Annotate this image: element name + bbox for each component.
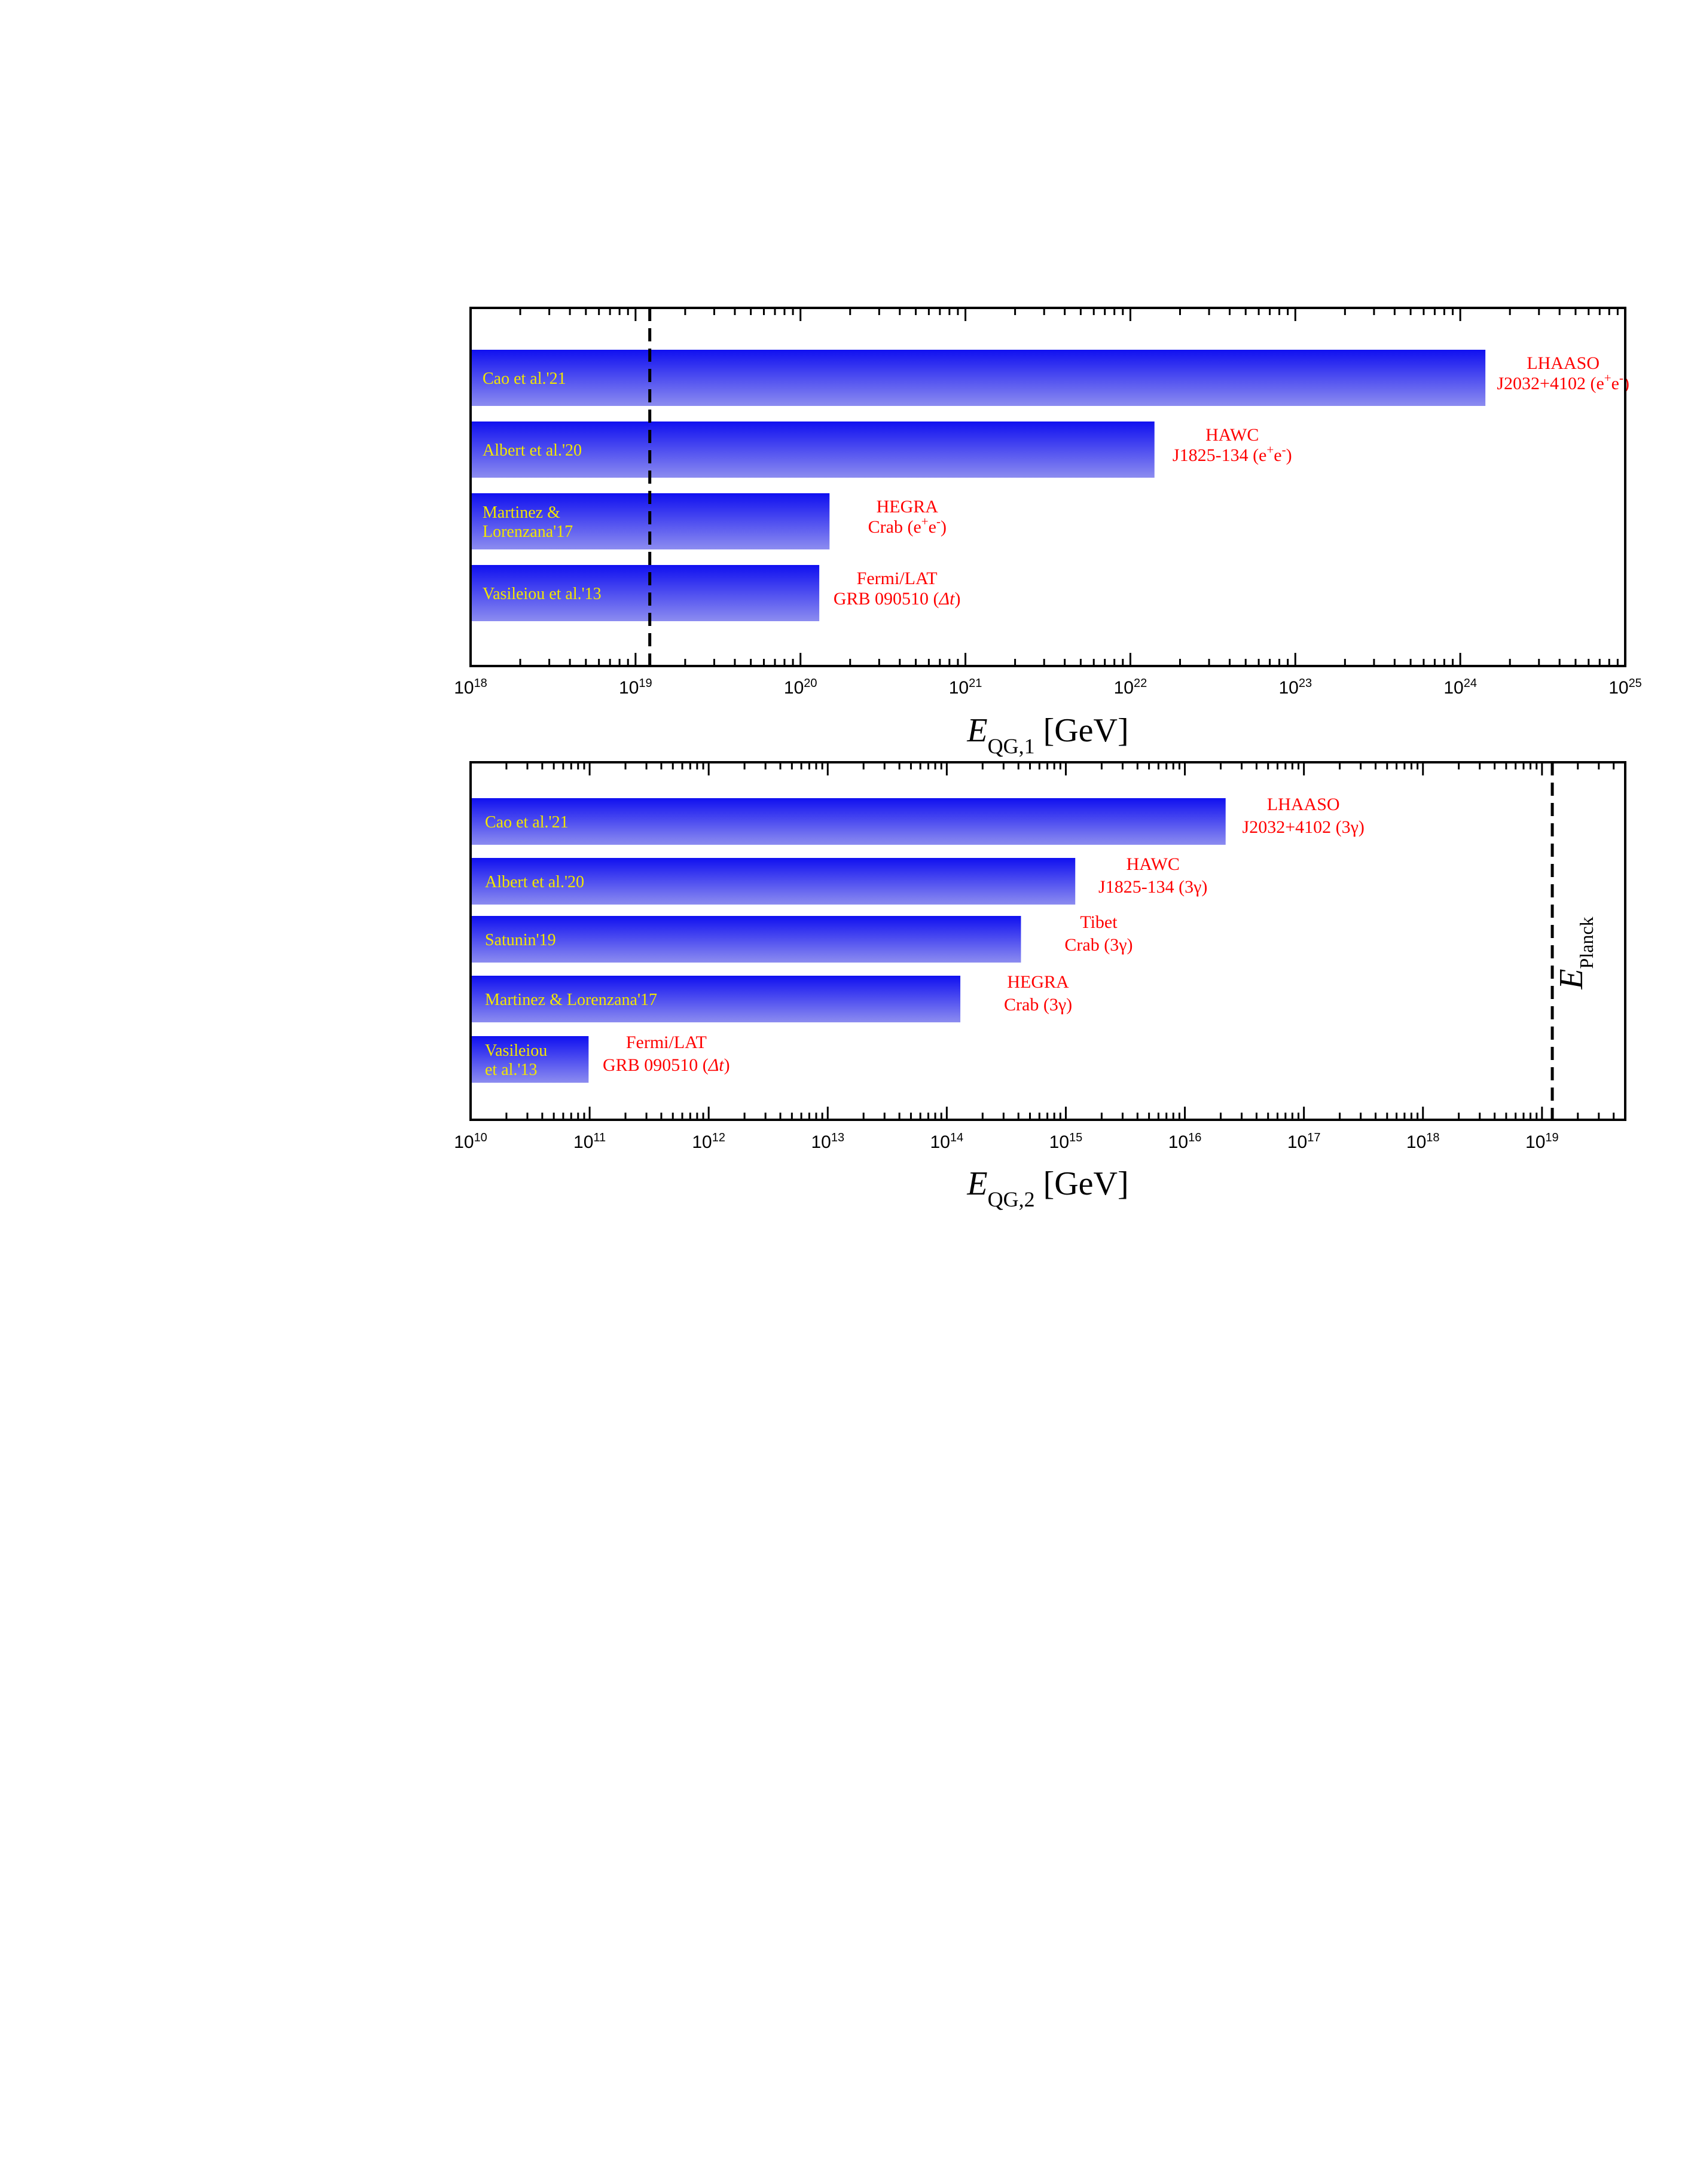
- x-axis-title: EQG,2 [GeV]: [966, 1165, 1128, 1211]
- x-tick-label: 1024: [1443, 677, 1477, 698]
- x-tick-label: 1013: [811, 1131, 844, 1152]
- x-axis-title: EQG,1 [GeV]: [966, 712, 1128, 758]
- x-tick-label: 1017: [1287, 1131, 1321, 1152]
- experiment-label: Tibet: [1080, 912, 1118, 932]
- experiment-label: HEGRA: [877, 497, 939, 517]
- bar-label: Cao et al.'21: [485, 813, 569, 832]
- bar: [471, 976, 961, 1022]
- x-tick-label: 1019: [1525, 1131, 1559, 1152]
- bar-label: Albert et al.'20: [483, 441, 582, 460]
- bar: [471, 565, 820, 621]
- x-tick-label: 1019: [619, 677, 652, 698]
- x-tick-label: 1015: [1049, 1131, 1083, 1152]
- experiment-label: Fermi/LAT: [626, 1033, 707, 1052]
- bar: [471, 916, 1021, 963]
- experiment-label: HAWC: [1205, 425, 1259, 445]
- planck-label: EPlanck: [1553, 917, 1597, 989]
- bar-label: Satunin'19: [485, 931, 556, 949]
- bar-label: et al.'13: [485, 1061, 537, 1079]
- bar: [471, 858, 1076, 905]
- bar: [471, 421, 1155, 478]
- plot-frame: [469, 307, 1626, 667]
- bar-label: Martinez &: [483, 503, 560, 522]
- x-tick-label: 1023: [1278, 677, 1312, 698]
- bar-label: Cao et al.'21: [483, 369, 566, 388]
- bar: [471, 798, 1226, 845]
- experiment-label: Crab (3γ): [1004, 995, 1072, 1015]
- experiment-label: Crab (e+e-): [868, 514, 947, 537]
- bar-label: Albert et al.'20: [485, 873, 584, 891]
- bar: [471, 1036, 589, 1083]
- experiment-label: HEGRA: [1007, 972, 1069, 992]
- experiment-label: J2032+4102 (3γ): [1243, 817, 1365, 837]
- x-tick-label: 1016: [1168, 1131, 1202, 1152]
- bar-label: Vasileiou: [485, 1041, 547, 1060]
- x-tick-label: 1021: [949, 677, 982, 698]
- x-tick-label: 1018: [454, 677, 487, 698]
- x-tick-label: 1020: [784, 677, 817, 698]
- experiment-label: LHAASO: [1267, 795, 1340, 814]
- experiment-label: J2032+4102 (e+e-): [1497, 371, 1629, 393]
- x-tick-label: 1012: [692, 1131, 725, 1152]
- x-tick-label: 1014: [930, 1131, 964, 1152]
- x-tick-label: 1025: [1608, 677, 1642, 698]
- experiment-label: GRB 090510 (Δt): [834, 589, 961, 609]
- x-tick-label: 1011: [573, 1131, 606, 1152]
- x-tick-label: 1010: [454, 1131, 487, 1152]
- x-tick-label: 1022: [1114, 677, 1147, 698]
- experiment-label: J1825-134 (e+e-): [1173, 442, 1292, 465]
- bar: [471, 350, 1486, 406]
- bar-label: Vasileiou et al.'13: [483, 585, 602, 603]
- experiment-label: HAWC: [1127, 854, 1180, 874]
- chart-panel-bottom: Cao et al.'21 LHAASO J2032+4102 (3γ) Albert…: [454, 761, 1626, 1211]
- experiment-label: J1825-134 (3γ): [1098, 877, 1207, 897]
- x-tick-label: 1018: [1406, 1131, 1440, 1152]
- bar-label: Martinez & Lorenzana'17: [485, 991, 657, 1009]
- experiment-label: Crab (3γ): [1064, 935, 1133, 955]
- experiment-label: LHAASO: [1527, 353, 1600, 373]
- bar-label: Lorenzana'17: [483, 523, 573, 541]
- experiment-label: GRB 090510 (Δt): [603, 1055, 730, 1075]
- experiment-label: Fermi/LAT: [857, 569, 938, 588]
